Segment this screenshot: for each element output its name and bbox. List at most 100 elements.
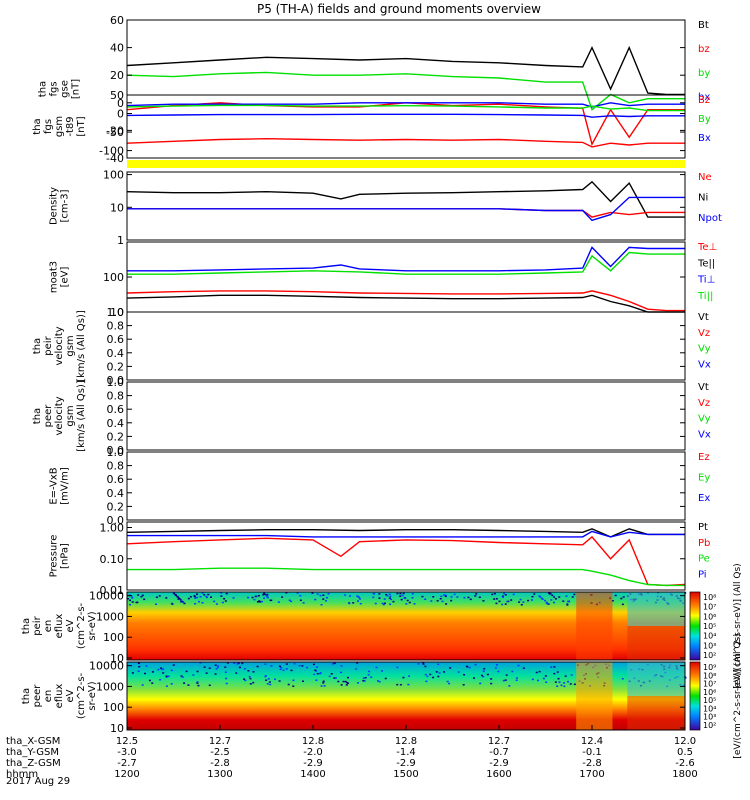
spectrogram-noise <box>501 603 504 606</box>
spectrogram-noise <box>346 681 349 684</box>
y-axis-label: peir <box>43 335 54 355</box>
spectrogram-noise <box>224 600 227 602</box>
spectrogram-noise <box>539 596 542 598</box>
spectrogram-noise <box>490 678 493 680</box>
spectrogram-noise <box>215 603 218 605</box>
spectrogram-noise <box>407 683 410 686</box>
spectrogram-noise <box>408 601 411 604</box>
spectrogram-noise <box>450 596 453 598</box>
spectrogram-noise <box>411 592 414 595</box>
legend-entry: bx <box>698 92 710 103</box>
spectrogram-noise <box>493 598 496 600</box>
colorbar-tick: 10³ <box>703 713 716 722</box>
series-Te|| <box>126 294 685 313</box>
spectrogram-noise <box>322 682 325 684</box>
ephemeris-value: -1.4 <box>396 747 416 758</box>
legend-entry: Bz <box>698 95 710 106</box>
colorbar-tick: 10⁵ <box>703 696 716 705</box>
ephemeris-value: -2.8 <box>582 758 602 769</box>
spectrogram-noise <box>482 670 485 673</box>
spectrogram-event <box>576 662 613 730</box>
spectrogram-noise <box>408 675 411 677</box>
ephemeris-value: 1400 <box>300 769 325 780</box>
series-by <box>126 71 685 111</box>
ephemeris-value: 1800 <box>672 769 697 780</box>
legend-entry: Ni <box>698 193 708 204</box>
spectrogram-noise <box>159 678 162 681</box>
y-tick-label: 0.4 <box>107 347 125 360</box>
ephemeris-value: 12.7 <box>488 736 510 747</box>
spectrogram-noise <box>339 671 342 674</box>
y-tick-label: 0.2 <box>107 360 125 373</box>
spectrogram-noise <box>432 596 435 598</box>
spectrogram-noise <box>205 595 208 598</box>
spectrogram-noise <box>299 594 302 597</box>
y-tick-label: 0.0 <box>107 514 125 527</box>
series-Pt <box>126 528 685 538</box>
y-tick-label: 0.8 <box>107 390 125 403</box>
ephemeris-value: -2.7 <box>117 758 137 769</box>
spectrogram-noise <box>187 597 190 600</box>
spectrogram-noise <box>432 676 435 679</box>
spectrogram-noise <box>159 667 162 669</box>
spectrogram-noise <box>536 679 539 682</box>
colorbar-tick: 10⁸ <box>703 671 716 680</box>
panel-3: 100 10 moat3 [eV] Te⊥ Te|| Ti⊥ Ti|| <box>49 241 717 319</box>
spectrogram-noise <box>162 668 165 670</box>
spectrogram-noise <box>367 674 370 676</box>
y-tick-label: 1.00 <box>100 522 125 535</box>
y-tick-label: 100 <box>103 631 124 644</box>
spectrogram-noise <box>301 665 304 667</box>
legend-entry: Npot <box>698 213 722 224</box>
spectrogram-noise <box>315 670 318 672</box>
spectrogram-noise <box>497 670 500 673</box>
spectrogram-noise <box>249 677 252 680</box>
spectrogram-noise <box>546 603 549 605</box>
spectrogram-noise <box>522 667 525 669</box>
spectrogram-noise <box>357 682 360 684</box>
spectrogram-noise <box>199 662 202 664</box>
y-tick-label: 0.01 <box>100 584 125 597</box>
series-Bz <box>126 137 685 148</box>
spectrogram-noise <box>214 664 217 666</box>
spectrogram-noise <box>490 682 493 685</box>
spectrogram-noise <box>241 662 244 665</box>
spectrogram-noise <box>355 668 358 670</box>
spectrogram-noise <box>185 670 188 673</box>
spectrogram-noise <box>333 662 336 665</box>
y-tick-label: 0.6 <box>107 403 125 416</box>
y-tick-label: 10 <box>110 201 124 214</box>
legend-entry: Ez <box>698 452 710 463</box>
y-axis-label: tha <box>21 688 32 704</box>
y-axis-label: (cm^2-s- <box>76 672 87 719</box>
spectrogram-noise <box>564 675 567 677</box>
spectrogram-noise <box>396 683 399 686</box>
spectrogram-noise <box>161 668 164 671</box>
spectrogram-noise <box>527 599 530 602</box>
legend-entry: Pt <box>698 522 708 533</box>
spectrogram-noise <box>279 668 282 671</box>
panel-frame <box>126 311 686 381</box>
spectrogram-late-low <box>627 626 685 660</box>
y-axis-label: (cm^2-s- <box>76 602 87 649</box>
spectrogram-noise <box>173 592 176 595</box>
colorbar-tick: 10⁶ <box>703 612 716 621</box>
y-axis-label: gsm <box>54 116 65 137</box>
spectrogram-noise <box>515 679 518 682</box>
panel-frame <box>126 591 686 661</box>
y-axis-label: peer <box>32 684 43 708</box>
spectrogram-noise <box>392 600 395 603</box>
ephemeris-label: tha_Z-GSM <box>6 758 61 769</box>
spectrogram-noise <box>263 597 266 599</box>
spectrogram-noise <box>266 595 269 598</box>
spectrogram-noise <box>386 595 389 597</box>
spectrogram-noise <box>402 676 405 679</box>
series-Ti⊥ <box>127 246 685 272</box>
legend-entry: Vz <box>698 328 710 339</box>
series-Ne <box>127 208 685 218</box>
spectrogram-noise <box>302 680 305 683</box>
spectrogram-noise <box>570 674 573 676</box>
y-tick-label: 1.0 <box>107 446 125 459</box>
